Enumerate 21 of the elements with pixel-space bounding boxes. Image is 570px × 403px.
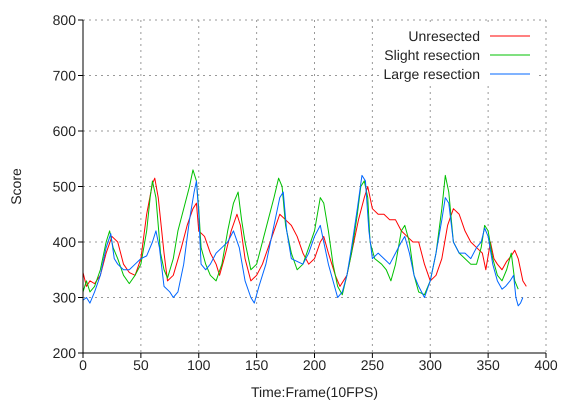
y-tick-label: 500	[52, 178, 76, 194]
legend-label: Unresected	[408, 28, 480, 44]
x-tick-label: 100	[187, 356, 211, 373]
legend-label: Large resection	[383, 66, 480, 82]
y-tick-label: 300	[52, 289, 76, 306]
y-axis-title: Score	[8, 168, 24, 205]
x-tick-label: 250	[360, 356, 384, 373]
y-tick-label: 400	[52, 234, 76, 250]
x-tick-label: 50	[133, 356, 149, 373]
x-tick-label: 350	[476, 356, 500, 373]
x-tick-label: 300	[418, 356, 442, 373]
x-axis-title: Time:Frame(10FPS)	[250, 384, 378, 400]
x-tick-label: 150	[244, 356, 269, 373]
x-tick-label: 200	[302, 356, 326, 373]
x-tick-label: 0	[79, 356, 88, 373]
y-tick-label: 700	[52, 67, 76, 84]
x-tick-label: 400	[534, 356, 558, 373]
legend-label: Slight resection	[384, 46, 480, 62]
y-tick-label: 800	[52, 12, 76, 28]
y-tick-label: 200	[52, 344, 76, 361]
y-tick-label: 600	[52, 122, 76, 139]
